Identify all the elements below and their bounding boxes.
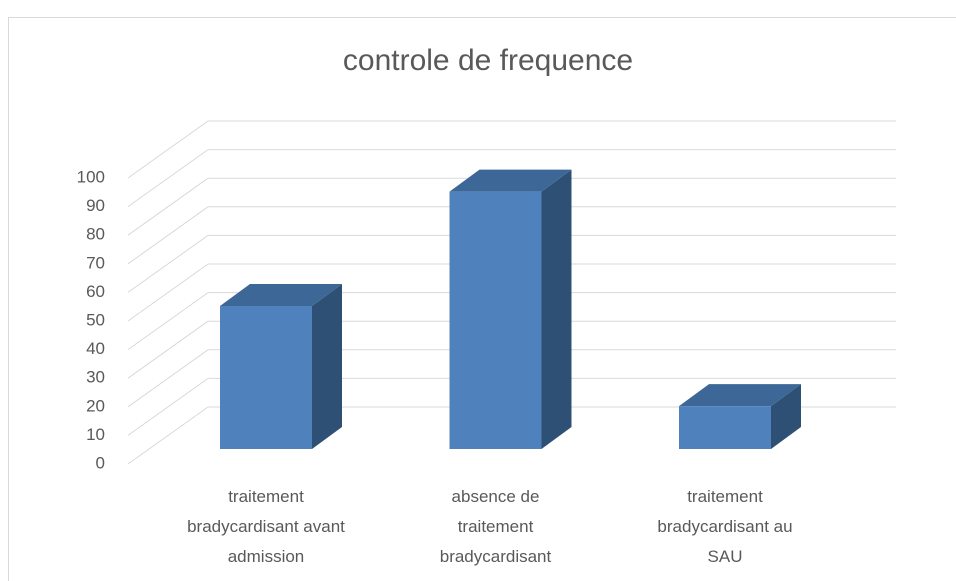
y-tick-label: 100 bbox=[77, 167, 105, 186]
y-tick-label: 80 bbox=[86, 225, 105, 244]
grid-line bbox=[127, 234, 209, 293]
grid-line bbox=[127, 120, 209, 179]
y-tick-label: 60 bbox=[86, 282, 105, 301]
bar-side bbox=[541, 169, 572, 449]
bar bbox=[679, 384, 801, 449]
bar-front bbox=[220, 306, 312, 449]
x-tick-label: traitement bradycardisant au SAU bbox=[657, 487, 793, 566]
grid-line bbox=[127, 349, 209, 408]
bar-top bbox=[220, 284, 342, 306]
chart-title: controle de frequence bbox=[343, 44, 633, 77]
y-tick-label: 20 bbox=[86, 396, 105, 415]
bar bbox=[449, 169, 572, 449]
bar-front bbox=[449, 191, 542, 449]
grid-line bbox=[127, 206, 209, 265]
bar-top bbox=[679, 384, 801, 407]
bar-top bbox=[449, 169, 572, 192]
grid-line bbox=[127, 406, 209, 465]
chart-border bbox=[8, 17, 956, 581]
bar-side bbox=[771, 384, 801, 449]
bar-side bbox=[312, 284, 342, 449]
x-tick-label: traitement bradycardisant avant admissio… bbox=[187, 487, 345, 566]
y-tick-label: 30 bbox=[86, 368, 105, 387]
y-tick-label: 40 bbox=[86, 339, 105, 358]
grid-line bbox=[127, 263, 209, 322]
grid-line bbox=[127, 177, 209, 236]
grid-line bbox=[127, 292, 209, 351]
x-tick-label: absence de traitement bradycardisant bbox=[439, 487, 552, 566]
y-tick-label: 10 bbox=[86, 425, 105, 444]
grid-line bbox=[127, 320, 209, 379]
grid-line bbox=[127, 377, 209, 436]
y-tick-label: 70 bbox=[86, 253, 105, 272]
grid-line bbox=[127, 149, 209, 208]
bar bbox=[220, 284, 342, 449]
y-tick-label: 90 bbox=[86, 196, 105, 215]
y-tick-label: 50 bbox=[86, 310, 105, 329]
y-tick-label: 0 bbox=[96, 453, 105, 472]
bar-front bbox=[679, 406, 771, 449]
